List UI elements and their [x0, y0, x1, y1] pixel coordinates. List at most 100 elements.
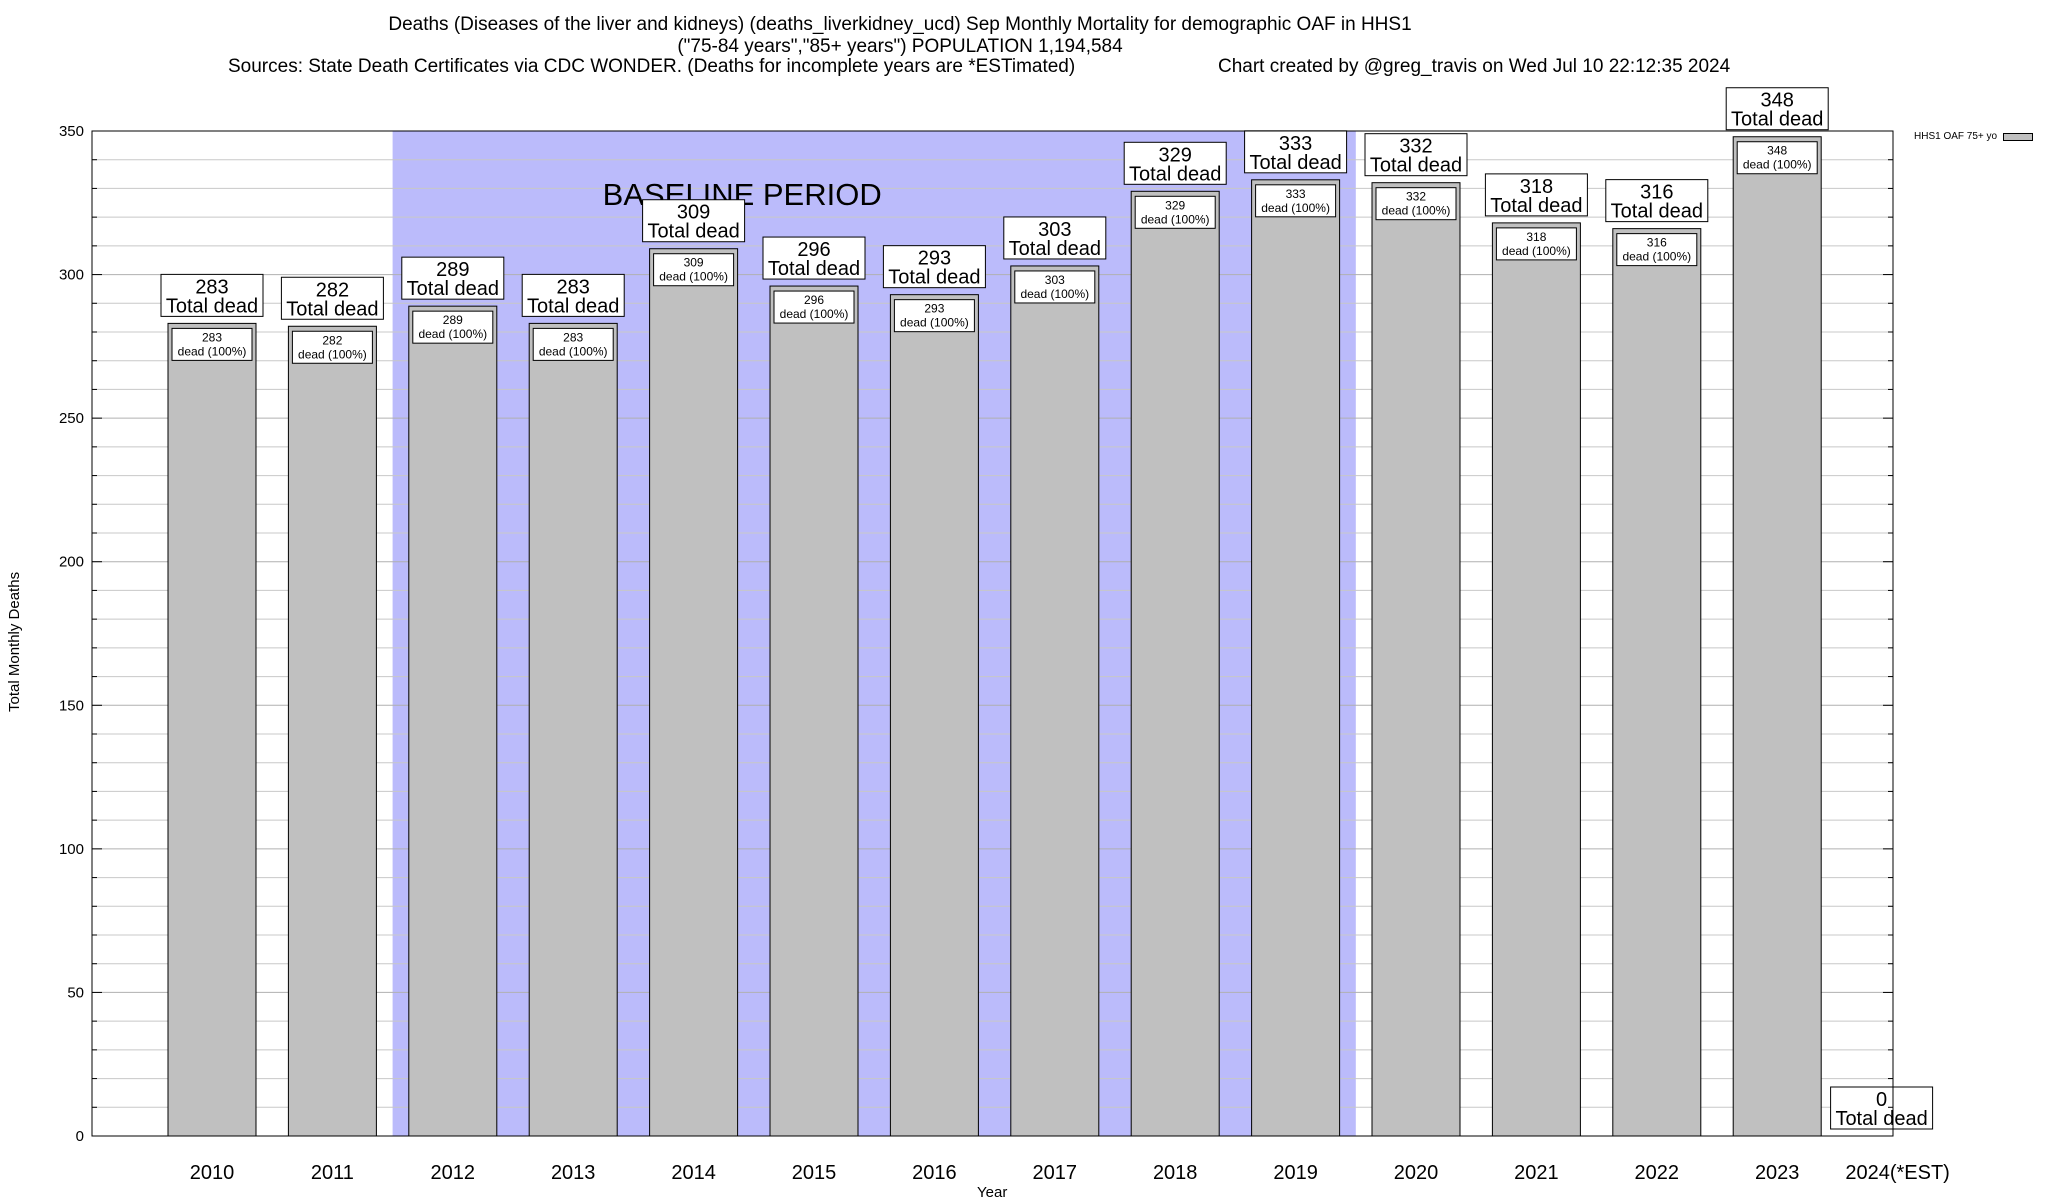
bar-inner-value: 318	[1526, 230, 1546, 244]
bar-inner-label-box	[1495, 227, 1577, 261]
bar-inner-label: dead (100%)	[1502, 244, 1571, 258]
bar-inner-label-box	[412, 310, 494, 344]
bar-inner-label: dead (100%)	[298, 347, 367, 361]
bar-inner-label: dead (100%)	[539, 344, 608, 358]
bar-top-value: 303	[1038, 219, 1071, 241]
legend-label: HHS1 OAF 75+ yo	[1914, 131, 1998, 142]
bar-inner-label: dead (100%)	[1743, 158, 1812, 172]
bar-inner-label: dead (100%)	[1141, 212, 1210, 226]
bar-inner-value: 283	[202, 330, 222, 344]
x-tick-label: 2024(*EST)	[1845, 1162, 1950, 1184]
x-tick-label: 2012	[431, 1162, 476, 1184]
bar-top-value: 0	[1876, 1089, 1887, 1111]
x-tick-label: 2011	[311, 1162, 354, 1184]
x-tick-label: 2023	[1755, 1162, 1800, 1184]
bar	[1251, 179, 1341, 1137]
y-tick-label: 0	[76, 1128, 84, 1145]
bar-top-value: 333	[1279, 133, 1312, 155]
bar-top-value: 283	[195, 276, 228, 298]
title-line-2: ("75-84 years","85+ years") POPULATION 1…	[677, 36, 1123, 57]
legend-swatch	[2003, 132, 2034, 141]
bar-inner-label: dead (100%)	[1382, 204, 1451, 218]
bar	[1732, 136, 1822, 1137]
title-line-3: Sources: State Death Certificates via CD…	[228, 56, 1076, 77]
bar-top-value: 282	[316, 279, 349, 301]
bar-top-label-box	[160, 273, 264, 317]
y-tick-label: 200	[59, 554, 84, 571]
y-tick-label: 250	[59, 410, 84, 427]
bar-inner-label-box	[1134, 195, 1216, 229]
bar-inner-value: 296	[804, 293, 824, 307]
bar-top-label: Total dead	[166, 295, 258, 317]
x-tick-label: 2018	[1153, 1162, 1198, 1184]
bar-inner-value: 333	[1286, 187, 1306, 201]
legend: HHS1 OAF 75+ yo	[1914, 131, 2034, 142]
bar	[889, 294, 979, 1137]
bar-top-label: Total dead	[286, 298, 378, 320]
bar-top-value: 283	[557, 276, 590, 298]
bar-top-label-box	[882, 245, 986, 289]
bar-inner-label: dead (100%)	[780, 307, 849, 321]
bar-inner-label-box	[773, 290, 855, 324]
bar-inner-label: dead (100%)	[178, 344, 247, 358]
bar	[649, 248, 739, 1137]
bar-top-label: Total dead	[647, 221, 739, 243]
bar-top-value: 318	[1520, 176, 1553, 198]
bar-inner-label: dead (100%)	[1020, 287, 1089, 301]
bar-top-label-box	[521, 273, 625, 317]
bar-inner-value: 283	[563, 330, 583, 344]
bar-inner-value: 293	[924, 302, 944, 316]
bar-top-label: Total dead	[768, 258, 860, 280]
y-tick-label: 100	[59, 841, 84, 858]
bar-inner-label: dead (100%)	[1622, 250, 1691, 264]
bar-top-label: Total dead	[1370, 155, 1462, 177]
bar-inner-value: 303	[1045, 273, 1065, 287]
bar-inner-label-box	[1014, 270, 1096, 304]
x-tick-label: 2010	[190, 1162, 235, 1184]
bar-top-label-box	[1484, 173, 1588, 217]
bar-inner-label-box	[291, 330, 373, 364]
x-tick-label: 2013	[551, 1162, 596, 1184]
bar-top-label: Total dead	[1490, 195, 1582, 217]
bar-inner-label-box	[532, 327, 614, 361]
bar-inner-value: 282	[322, 333, 342, 347]
chart-credit: Chart created by @greg_travis on Wed Jul…	[1218, 56, 1731, 77]
bar-top-label-box	[1003, 216, 1107, 260]
x-tick-label: 2015	[792, 1162, 837, 1184]
bar-top-value: 293	[918, 248, 951, 270]
bar-inner-label-box	[1736, 141, 1818, 175]
bar-top-label: Total dead	[1731, 109, 1823, 131]
bar-top-label-box	[1605, 179, 1709, 223]
y-axis-label: Total Monthly Deaths	[6, 571, 23, 712]
bar-top-label-box	[642, 199, 746, 243]
bar-top-label: Total dead	[1009, 238, 1101, 260]
bar-inner-value: 332	[1406, 190, 1426, 204]
bar-top-value: 289	[436, 259, 469, 281]
x-tick-label: 2016	[912, 1162, 957, 1184]
bar-inner-label-box	[1255, 184, 1337, 218]
bar-top-label: Total dead	[1611, 201, 1703, 223]
bar-top-label: Total dead	[1129, 163, 1221, 185]
y-tick-label: 50	[67, 984, 84, 1001]
bar-top-value: 296	[797, 239, 830, 261]
bar-top-label: Total dead	[1835, 1108, 1927, 1130]
x-axis-label: Year	[977, 1184, 1008, 1201]
bar-inner-label-box	[1375, 187, 1457, 221]
x-tick-label: 2014	[671, 1162, 716, 1184]
x-tick-label: 2020	[1394, 1162, 1439, 1184]
bar-top-value: 309	[677, 202, 710, 224]
bar-top-value: 329	[1159, 144, 1192, 166]
bar-inner-label: dead (100%)	[659, 270, 728, 284]
x-tick-label: 2021	[1514, 1162, 1559, 1184]
bar-top-label-box	[1364, 133, 1468, 177]
bar-top-label-box	[1244, 130, 1348, 174]
bar	[287, 325, 377, 1137]
bar	[769, 285, 859, 1137]
plot-frame	[91, 130, 1894, 1137]
bar	[408, 305, 498, 1137]
bar-top-label: Total dead	[888, 267, 980, 289]
bar-top-label: Total dead	[407, 278, 499, 300]
bar-top-label-box	[280, 276, 384, 320]
bar	[1371, 182, 1461, 1137]
title-line-1: Deaths (Diseases of the liver and kidney…	[388, 14, 1412, 35]
